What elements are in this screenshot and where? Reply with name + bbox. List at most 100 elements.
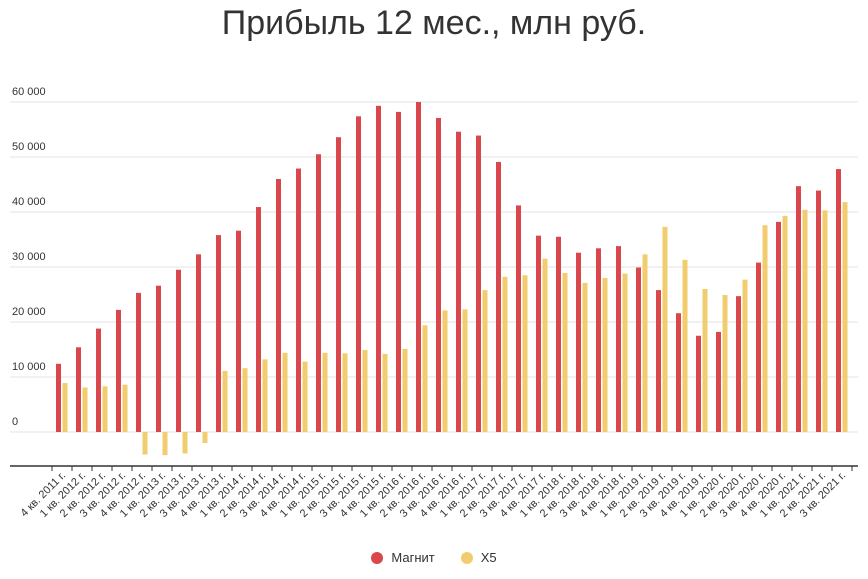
- bar-x5[interactable]: [62, 383, 68, 432]
- bar-x5[interactable]: [782, 215, 788, 432]
- bar-magnit[interactable]: [556, 236, 561, 432]
- bar-magnit[interactable]: [196, 254, 201, 432]
- bar-x5[interactable]: [202, 432, 208, 443]
- bar-x5[interactable]: [162, 432, 168, 456]
- chart-title: Прибыль 12 мес., млн руб.: [221, 4, 647, 42]
- bars: [56, 102, 848, 456]
- bar-x5[interactable]: [522, 275, 528, 432]
- legend-swatch-magnit: [371, 551, 384, 564]
- bar-x5[interactable]: [542, 258, 548, 432]
- bar-magnit[interactable]: [116, 309, 121, 432]
- y-axis-tick-labels: 0 10 000 20 000 30 000 40 000 50 000 60 000: [12, 86, 46, 428]
- bar-x5[interactable]: [662, 226, 668, 432]
- bar-x5[interactable]: [682, 259, 688, 432]
- y-tick-label: 0: [12, 416, 18, 428]
- bar-x5[interactable]: [122, 384, 128, 432]
- bar-magnit[interactable]: [836, 169, 841, 432]
- x-axis: [10, 465, 858, 471]
- y-tick-label: 30 000: [12, 251, 46, 263]
- bar-magnit[interactable]: [816, 190, 821, 432]
- y-tick-label: 40 000: [12, 196, 46, 208]
- bar-x5[interactable]: [462, 309, 468, 432]
- bar-magnit[interactable]: [376, 105, 381, 432]
- bar-magnit[interactable]: [136, 292, 141, 432]
- bar-x5[interactable]: [262, 359, 268, 432]
- bar-magnit[interactable]: [96, 328, 101, 432]
- bar-x5[interactable]: [282, 352, 288, 432]
- bar-x5[interactable]: [322, 352, 328, 432]
- bar-magnit[interactable]: [756, 262, 761, 432]
- bar-x5[interactable]: [722, 295, 728, 432]
- bar-x5[interactable]: [562, 273, 568, 432]
- bar-x5[interactable]: [762, 225, 768, 432]
- bar-x5[interactable]: [342, 353, 348, 432]
- bar-magnit[interactable]: [516, 205, 521, 432]
- bar-x5[interactable]: [482, 290, 488, 432]
- bar-x5[interactable]: [822, 210, 828, 432]
- bar-magnit[interactable]: [576, 252, 581, 432]
- y-tick-label: 20 000: [12, 306, 46, 318]
- bar-x5[interactable]: [242, 368, 248, 432]
- bar-x5[interactable]: [442, 310, 448, 432]
- bar-x5[interactable]: [302, 361, 308, 432]
- bar-x5[interactable]: [642, 254, 648, 432]
- bar-magnit[interactable]: [56, 363, 61, 432]
- y-tick-label: 50 000: [12, 141, 46, 153]
- bar-magnit[interactable]: [496, 161, 501, 432]
- legend-item-magnit[interactable]: Магнит: [371, 550, 435, 565]
- bar-magnit[interactable]: [456, 131, 461, 432]
- bar-x5[interactable]: [222, 370, 228, 432]
- gridlines: [10, 101, 858, 433]
- bar-magnit[interactable]: [696, 335, 701, 432]
- bar-magnit[interactable]: [736, 296, 741, 432]
- bar-magnit[interactable]: [336, 137, 341, 432]
- bar-magnit[interactable]: [656, 290, 661, 432]
- bar-magnit[interactable]: [356, 116, 361, 433]
- bar-magnit[interactable]: [536, 235, 541, 432]
- bar-magnit[interactable]: [616, 246, 621, 432]
- legend-label-magnit: Магнит: [391, 550, 435, 565]
- bar-x5[interactable]: [362, 350, 368, 432]
- bar-magnit[interactable]: [676, 313, 681, 432]
- bar-magnit[interactable]: [296, 168, 301, 433]
- bar-x5[interactable]: [142, 432, 148, 455]
- bar-magnit[interactable]: [716, 331, 721, 432]
- bar-x5[interactable]: [742, 279, 748, 432]
- bar-magnit[interactable]: [316, 154, 321, 432]
- bar-magnit[interactable]: [236, 230, 241, 432]
- bar-x5[interactable]: [402, 348, 408, 432]
- bar-magnit[interactable]: [596, 248, 601, 432]
- legend-swatch-x5: [460, 551, 473, 564]
- bar-magnit[interactable]: [436, 117, 441, 432]
- bar-x5[interactable]: [382, 353, 388, 432]
- bar-x5[interactable]: [702, 289, 708, 432]
- bar-x5[interactable]: [82, 387, 88, 432]
- x-axis-tick-labels: 4 кв. 2011 г.1 кв. 2012 г.2 кв. 2012 г.3…: [18, 470, 848, 520]
- bar-x5[interactable]: [102, 386, 108, 432]
- bar-x5[interactable]: [422, 325, 428, 432]
- bar-x5[interactable]: [622, 273, 628, 432]
- bar-x5[interactable]: [182, 432, 188, 454]
- bar-magnit[interactable]: [276, 179, 281, 432]
- bar-magnit[interactable]: [416, 102, 421, 432]
- bar-magnit[interactable]: [156, 285, 161, 432]
- bar-x5[interactable]: [802, 209, 808, 432]
- bar-magnit[interactable]: [636, 267, 641, 432]
- y-tick-label: 10 000: [12, 361, 46, 373]
- bar-magnit[interactable]: [776, 221, 781, 432]
- legend: Магнит X5: [0, 550, 868, 565]
- bar-magnit[interactable]: [796, 186, 801, 432]
- bar-x5[interactable]: [502, 276, 508, 432]
- y-tick-label: 60 000: [12, 86, 46, 98]
- bar-magnit[interactable]: [396, 111, 401, 433]
- bar-magnit[interactable]: [216, 235, 221, 432]
- legend-item-x5[interactable]: X5: [460, 550, 497, 565]
- bar-x5[interactable]: [582, 282, 588, 432]
- bar-magnit[interactable]: [176, 269, 181, 432]
- bar-magnit[interactable]: [476, 135, 481, 433]
- bar-x5[interactable]: [602, 278, 608, 432]
- bar-x5[interactable]: [842, 202, 848, 432]
- bar-magnit[interactable]: [256, 207, 261, 432]
- bar-magnit[interactable]: [76, 347, 81, 432]
